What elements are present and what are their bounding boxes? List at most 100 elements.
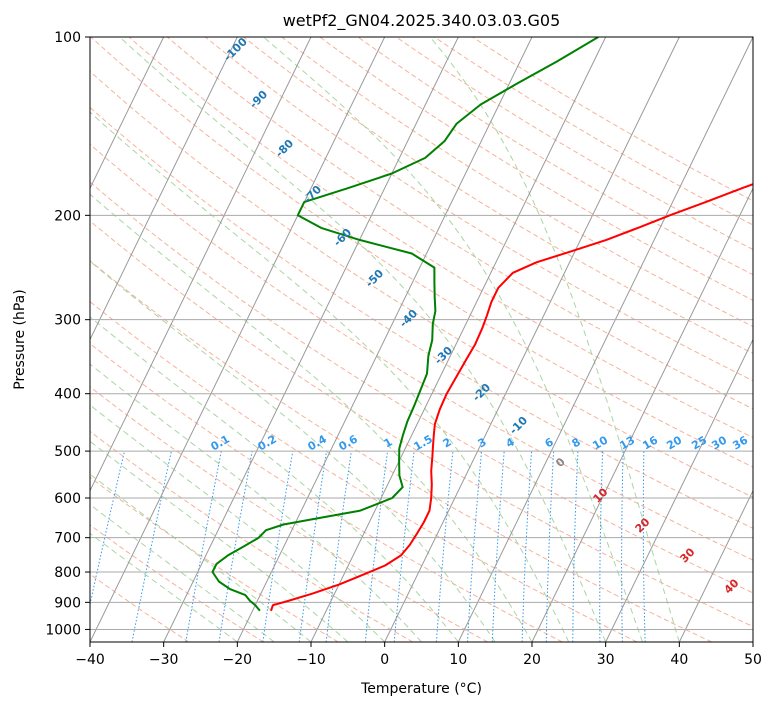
mixing-ratio-line [599,451,604,642]
mixing-ratio-line [545,451,555,642]
dry-adiabat-label: -30 [432,344,455,367]
moist-adiabat-line [90,532,238,642]
dry-adiabat-label: -20 [470,381,493,404]
x-tick-label: 40 [670,652,688,668]
mixing-ratio-line [185,450,222,642]
mixing-ratio-label: 0.2 [256,432,279,453]
moist-adiabat-line [90,503,275,642]
mixing-ratio-label: 20 [664,433,684,452]
mixing-ratio-label: 1.5 [412,432,435,453]
dry-adiabat-line [90,260,712,642]
isotherm-line [310,37,607,642]
dry-adiabat-line [90,300,638,642]
moist-adiabat-label: 30 [678,545,698,565]
mixing-ratio-label: 13 [617,434,637,453]
dry-adiabat-label: -40 [397,307,420,330]
dry-adiabat-line [434,37,753,226]
moist-adiabat-line [90,111,570,642]
dry-adiabat-line [90,143,753,561]
mixing-ratio-line [262,451,294,642]
mixing-ratio-line [325,451,352,642]
dry-adiabat-line [357,37,753,276]
mixing-ratio-label: 30 [709,433,729,452]
plot-frame [89,36,754,643]
mixing-ratio-line [435,451,454,642]
y-tick-label: 100 [54,30,81,46]
moist-adiabat-line [429,37,680,642]
mixing-ratio-label: 36 [730,433,750,452]
dry-adiabat-line [90,342,563,642]
dry-adiabat-line [90,573,190,642]
dry-adiabat-label: -90 [247,88,270,111]
mixing-ratio-line [364,451,388,642]
mixing-ratio-line [131,450,172,642]
dewpoint-profile [211,37,599,612]
mixing-ratio-line [572,451,579,642]
moist-adiabat-line [90,363,422,642]
mixing-ratio-label: 1 [382,435,395,450]
mixing-ratio-line [491,451,505,642]
mixing-ratio-label: 0.4 [306,432,330,453]
y-tick-label: 200 [54,208,81,224]
mixing-ratio-label: 8 [570,435,583,450]
dry-adiabat-line [243,37,753,354]
dry-adiabat-line [90,37,753,468]
isotherm-line [678,489,753,642]
isotherm-line [163,37,459,642]
isotherm-line [752,640,753,642]
dry-adiabat-line [166,37,753,410]
dry-adiabat-label: -80 [273,137,296,160]
x-tick-label: 10 [449,652,467,668]
y-tick-label: 800 [54,565,81,581]
moist-adiabat-line [263,37,643,642]
dry-adiabat-line [90,430,414,642]
dry-adiabat-label: -10 [507,414,530,437]
dry-adiabat-label: -50 [363,267,386,290]
dry-adiabat-line [319,37,753,301]
x-tick-label: −30 [149,652,179,668]
x-tick-label: 0 [380,652,389,668]
y-axis: 100 200 300 400 500 600 700 800 900 1000 [45,30,90,638]
x-tick-label: −20 [223,652,253,668]
profile-lines [211,37,753,612]
moist-adiabat-line [90,260,496,642]
mixing-ratio-label: 6 [543,435,556,450]
moist-adiabat-label: 20 [633,515,653,535]
dry-adiabat-line [90,181,753,594]
dry-adiabat-line [128,37,753,439]
isotherm-line [90,37,165,190]
mixing-ratio-label: 3 [476,435,489,450]
x-tick-label: 50 [744,652,762,668]
isotherm-line [384,37,680,642]
isotherm-line [90,37,238,341]
mixing-ratio-line [218,451,253,642]
dry-adiabat-label: -60 [331,226,354,249]
mixing-ratio-line [467,451,482,642]
mixing-ratio-line [521,451,533,642]
y-axis-label: Pressure (hPa) [12,289,28,389]
moist-adiabat-line [119,37,607,642]
moist-adiabat-line [90,404,386,642]
x-axis: −40 −30 −20 −10 0 10 20 30 40 50 [75,642,762,668]
background-lines [90,37,753,642]
y-tick-label: 500 [54,444,81,460]
y-tick-label: 900 [54,595,81,611]
isotherm-line [236,37,533,642]
moist-adiabat-label: 0 [553,455,568,470]
x-tick-label: −10 [296,652,326,668]
chart-title: wetPf2_GN04.2025.340.03.03.G05 [283,11,561,31]
moist-adiabat-label: 40 [722,576,742,596]
moist-adiabat-line [90,440,349,642]
dry-adiabat-line [90,476,339,642]
mixing-ratio-line [298,451,327,642]
y-tick-label: 700 [54,531,81,547]
moist-adiabat-line [90,316,459,642]
mixing-ratio-line [621,451,624,642]
dry-adiabat-line [205,37,753,382]
isotherm-line [457,37,753,642]
mixing-ratio-line [90,450,125,607]
y-tick-label: 1000 [45,622,81,638]
dry-adiabat-line [90,220,753,628]
dry-adiabat-line [472,37,753,202]
